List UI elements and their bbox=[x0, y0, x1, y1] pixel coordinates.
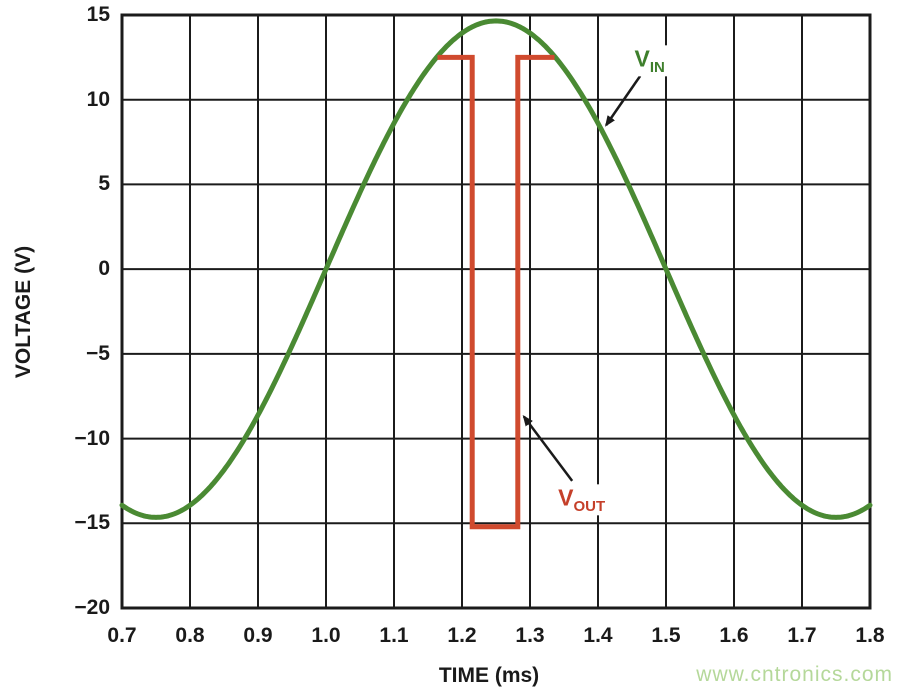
annotation-arrows bbox=[522, 75, 642, 482]
series bbox=[119, 18, 873, 530]
vout-label-sub: OUT bbox=[573, 497, 606, 515]
x-tick-label: 1.3 bbox=[515, 624, 545, 647]
watermark: www.cntronics.com bbox=[696, 663, 893, 686]
x-tick-label: 1.6 bbox=[719, 624, 749, 647]
vout-label-main: V bbox=[558, 483, 574, 510]
vin-arrow bbox=[605, 75, 642, 127]
x-tick-label: 0.7 bbox=[107, 624, 137, 647]
vin-label-sub: IN bbox=[649, 58, 665, 76]
vout-annotation-label: VOUT bbox=[555, 483, 609, 516]
y-axis-title: VOLTAGE (V) bbox=[12, 245, 35, 379]
x-tick-label: 1.8 bbox=[855, 624, 885, 647]
x-tick-label: 1.0 bbox=[311, 624, 341, 647]
vin-curve bbox=[119, 18, 873, 520]
grid bbox=[120, 13, 872, 610]
y-tick-label: −5 bbox=[86, 341, 110, 365]
vout-arrow bbox=[522, 414, 574, 482]
vout-curve bbox=[437, 54, 555, 530]
y-tick-label: 0 bbox=[98, 257, 110, 281]
vin-annotation-label: VIN bbox=[631, 45, 668, 77]
y-tick-label: 5 bbox=[98, 172, 110, 196]
y-tick-label: 10 bbox=[86, 87, 110, 111]
vin-label-main: V bbox=[634, 45, 650, 72]
y-tick-label: −15 bbox=[74, 511, 110, 535]
x-axis-title: TIME (ms) bbox=[438, 664, 540, 687]
y-tick-label: 15 bbox=[86, 3, 110, 26]
x-tick-label: 1.5 bbox=[651, 624, 681, 647]
x-tick-label: 1.4 bbox=[583, 624, 613, 647]
y-tick-label: −10 bbox=[74, 426, 110, 450]
plot-border bbox=[120, 13, 872, 610]
x-tick-label: 0.8 bbox=[175, 624, 205, 647]
x-tick-label: 1.1 bbox=[379, 624, 409, 647]
x-tick-label: 1.2 bbox=[447, 624, 477, 647]
y-tick-label: −20 bbox=[74, 596, 110, 619]
x-tick-label: 0.9 bbox=[243, 624, 273, 647]
x-tick-label: 1.7 bbox=[787, 624, 817, 647]
